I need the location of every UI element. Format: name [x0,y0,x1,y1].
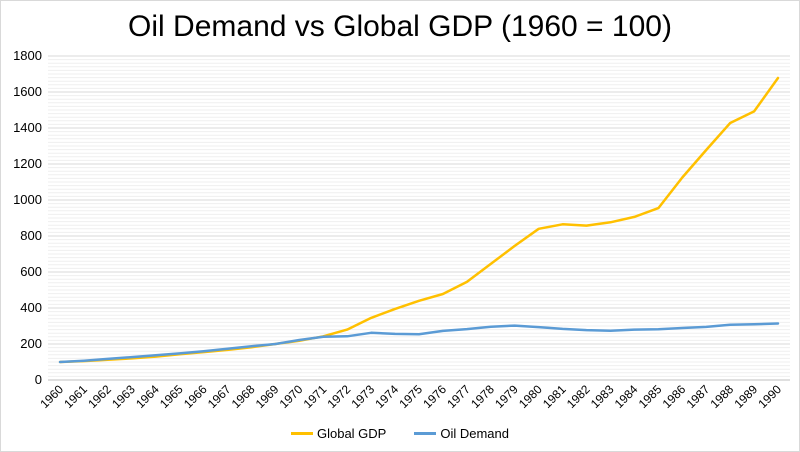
x-tick-label: 1966 [181,382,210,411]
legend-item-gdp: Global GDP [290,426,387,441]
x-tick-label: 1977 [444,382,473,411]
legend-item-oil: Oil Demand [414,426,509,441]
x-tick-label: 1985 [636,382,665,411]
x-tick-label: 1976 [420,382,449,411]
x-tick-label: 1962 [85,382,114,411]
x-tick-label: 1989 [731,382,760,411]
series-line-oil-demand [58,322,780,364]
x-tick-label: 1974 [372,382,401,411]
x-tick-label: 1980 [516,382,545,411]
x-tick-label: 1973 [348,382,377,411]
y-tick-label: 800 [20,228,42,243]
legend-label-oil: Oil Demand [440,426,509,441]
x-tick-label: 1981 [540,382,569,411]
x-tick-label: 1979 [492,382,521,411]
x-tick-label: 1978 [468,382,497,411]
x-tick-label: 1984 [612,382,641,411]
legend-swatch-gdp [290,432,313,435]
x-tick-label: 1982 [564,382,593,411]
y-tick-label: 0 [35,372,42,387]
x-tick-label: 1970 [277,382,306,411]
x-tick-label: 1965 [157,382,186,411]
x-tick-label: 1988 [708,382,737,411]
x-tick-label: 1964 [133,382,162,411]
y-tick-label: 1600 [13,84,42,99]
x-tick-label: 1990 [755,382,784,411]
y-tick-label: 1200 [13,156,42,171]
chart-legend: Global GDP Oil Demand [0,426,800,441]
x-tick-label: 1967 [205,382,234,411]
x-tick-label: 1961 [61,382,90,411]
x-tick-label: 1969 [253,382,282,411]
y-tick-label: 600 [20,264,42,279]
x-tick-label: 1987 [684,382,713,411]
x-tick-label: 1975 [396,382,425,411]
x-tick-label: 1968 [229,382,258,411]
y-tick-label: 200 [20,336,42,351]
x-tick-label: 1983 [588,382,617,411]
x-tick-label: 1986 [660,382,689,411]
y-tick-label: 1800 [13,48,42,63]
x-tick-label: 1971 [301,382,330,411]
x-tick-label: 1972 [325,382,354,411]
y-tick-label: 400 [20,300,42,315]
legend-swatch-oil [414,432,437,435]
legend-label-gdp: Global GDP [316,426,387,441]
x-tick-label: 1963 [109,382,138,411]
y-tick-label: 1400 [13,120,42,135]
y-tick-label: 1000 [13,192,42,207]
chart-title: Oil Demand vs Global GDP (1960 = 100) [128,10,672,43]
